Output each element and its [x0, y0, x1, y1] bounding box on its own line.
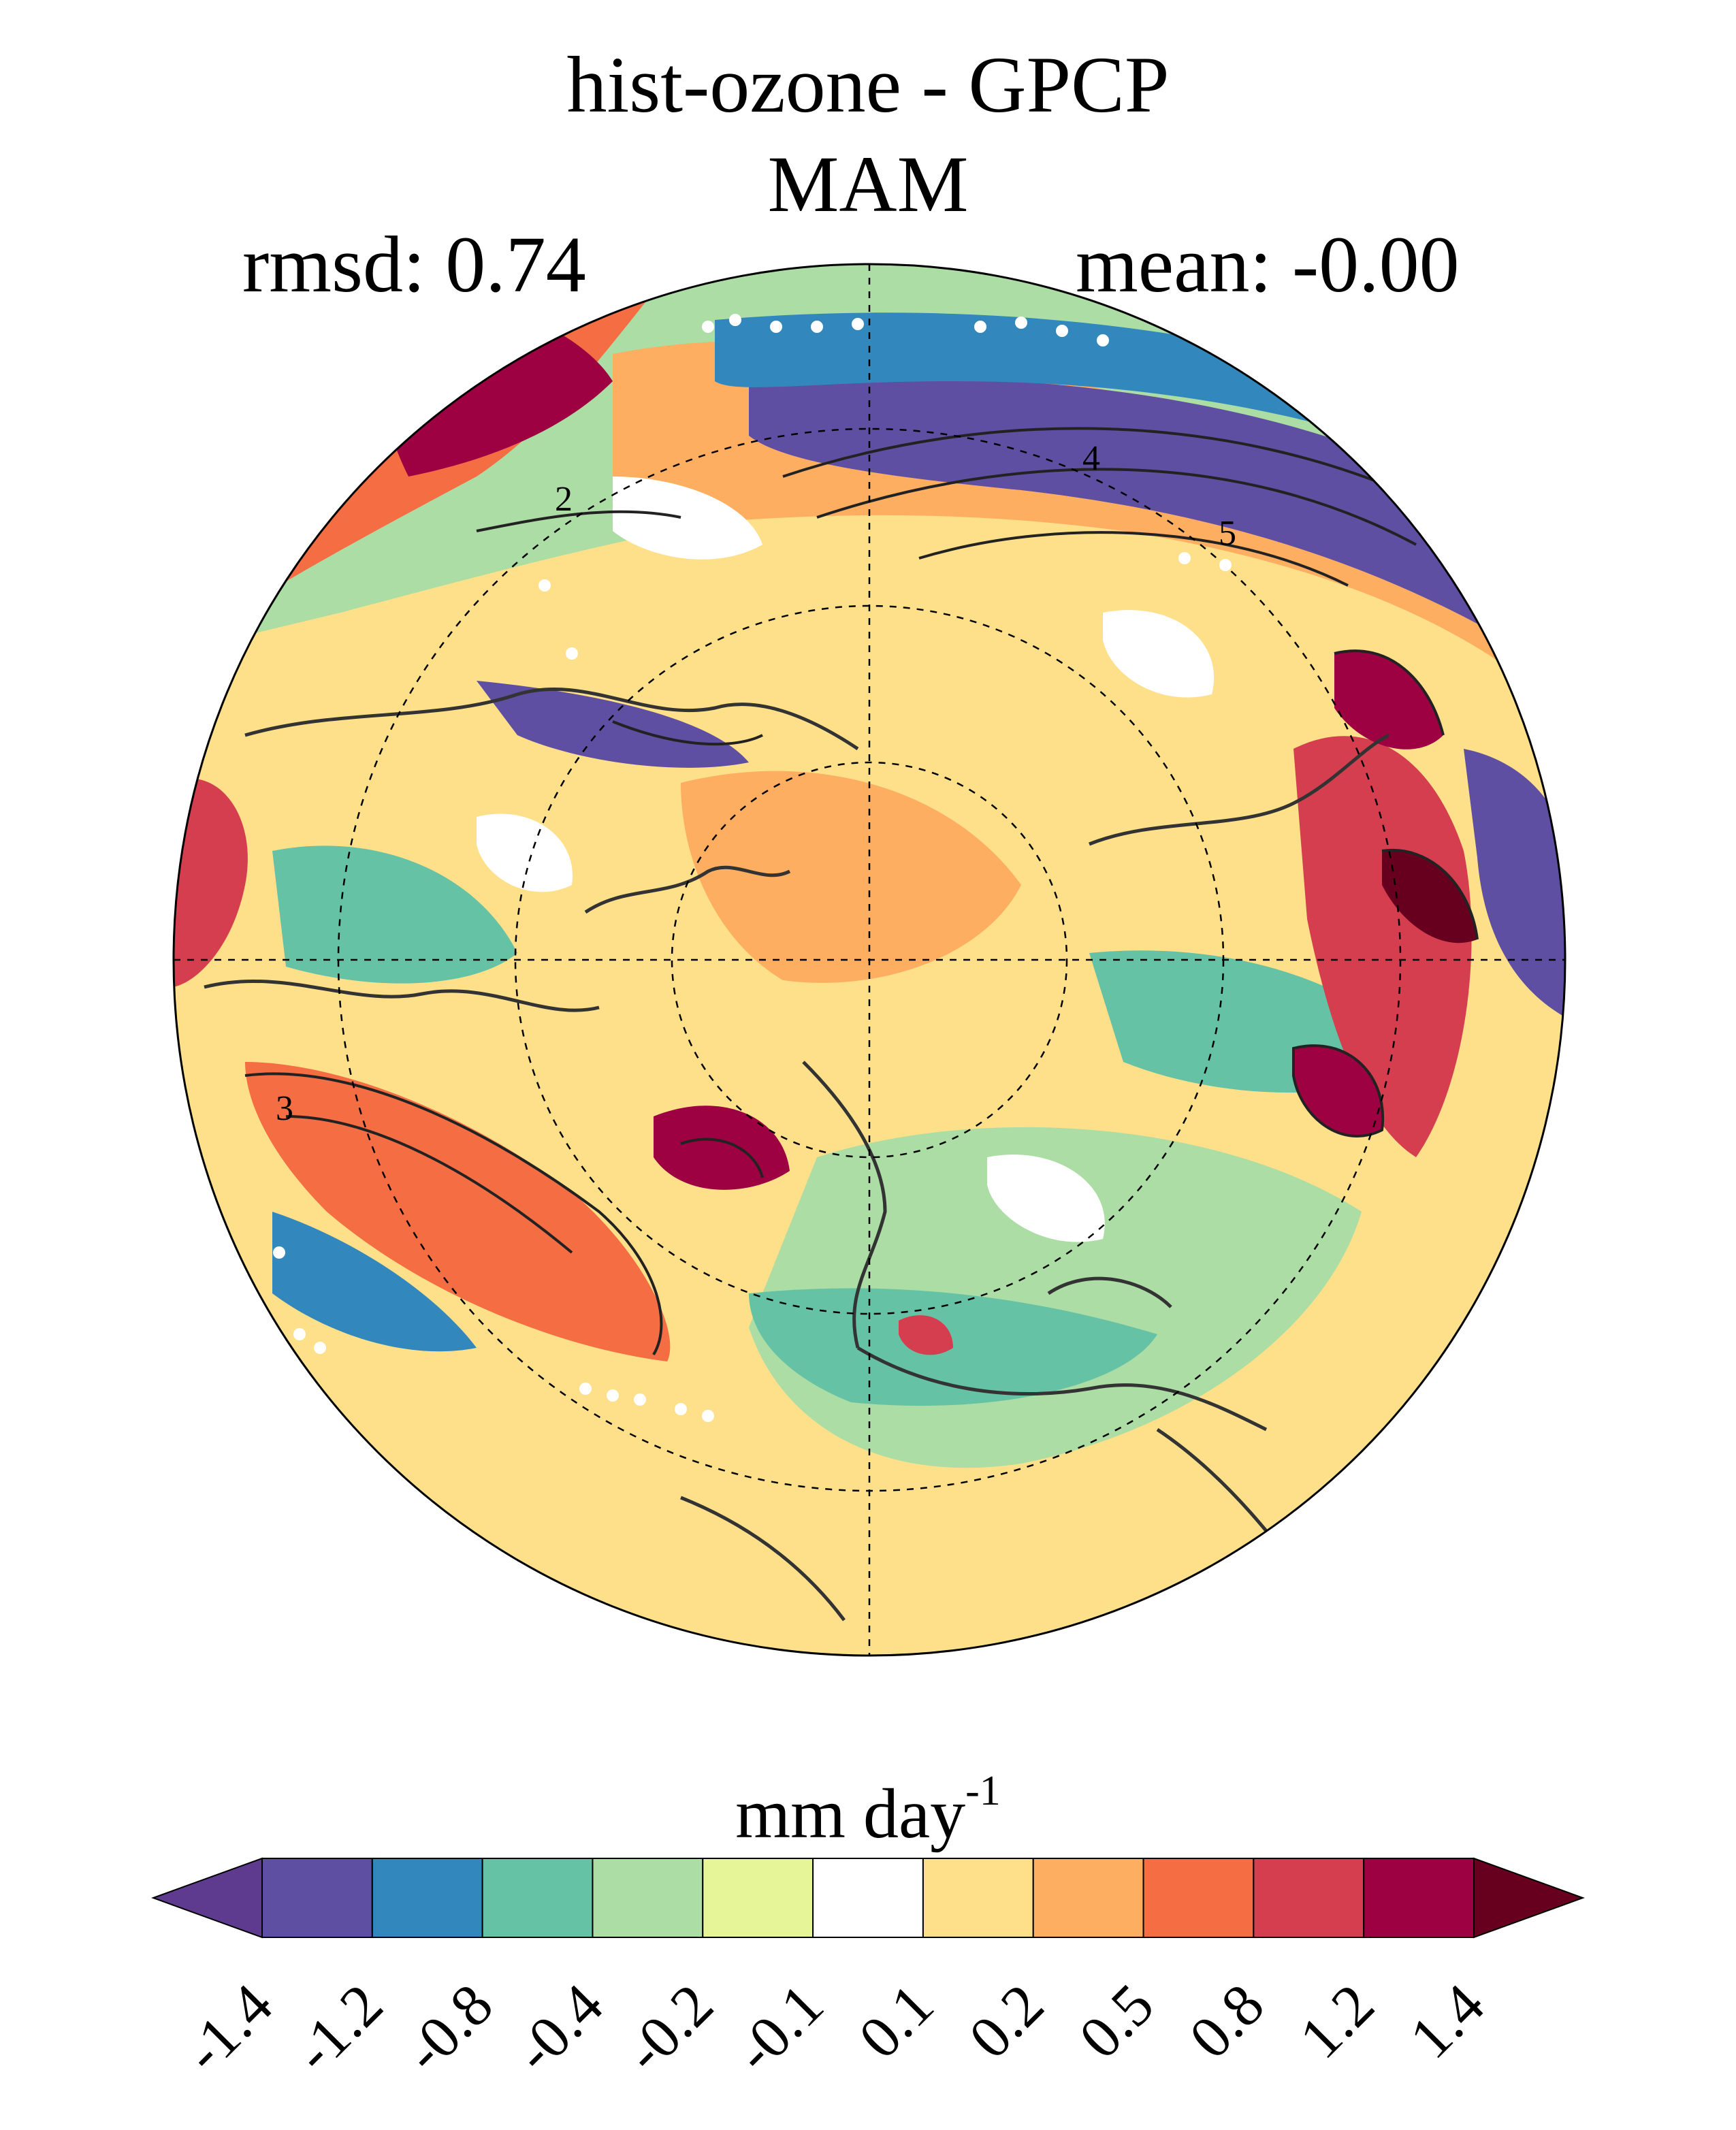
colorbar-swatch: [371, 1858, 483, 1938]
zone-east-dry: [1464, 749, 1565, 1021]
zone-jet-edge: [715, 312, 1565, 517]
colorbar-tick-label: 0.1: [847, 1972, 946, 2071]
zone-white-3: [1103, 610, 1215, 698]
zone-white-2: [477, 813, 573, 892]
colorbar-tick-label: 1.4: [1398, 1972, 1497, 2071]
colorbar-swatch: [812, 1858, 924, 1938]
colorbar-tick-label: -1.2: [282, 1972, 396, 2086]
colorbar-swatch: [261, 1858, 373, 1938]
colorbar-units: mm day-1: [0, 1770, 1736, 1850]
colorbar-tick-label: -0.4: [502, 1972, 615, 2086]
significance-dots: [273, 314, 1232, 1422]
colorbar-extend-low: [151, 1857, 263, 1939]
mean-label: mean: -0.00: [1076, 220, 1460, 309]
colorbar-swatch: [1142, 1858, 1255, 1938]
zone-pole: [681, 771, 1021, 983]
zone-southwest-band: [245, 1062, 671, 1361]
colorbar-extend-high: [1473, 1857, 1585, 1939]
zone-white-1: [613, 477, 762, 560]
colorbar-swatch: [592, 1858, 704, 1938]
colorbar-swatch: [1253, 1858, 1365, 1938]
contour-label-3: 3: [276, 1089, 293, 1128]
colorbar-swatch: [702, 1858, 814, 1938]
zone-southwest-blue: [272, 1212, 477, 1352]
map-title: hist-ozone - GPCP: [566, 40, 1170, 129]
colorbar-swatch: [481, 1858, 594, 1938]
colorbar-swatch: [1032, 1858, 1144, 1938]
zone-med-wet: [899, 1315, 953, 1355]
colorbar-swatch: [1363, 1858, 1475, 1938]
colorbar-swatch: [922, 1858, 1034, 1938]
rmsd-label: rmsd: 0.74: [242, 220, 586, 309]
zone-west-green: [272, 845, 517, 984]
colorbar-tick-label: -1.4: [172, 1972, 285, 2086]
zone-white-4: [987, 1155, 1105, 1242]
zone-east-wet-2: [1382, 850, 1477, 943]
zone-atlantic-wet: [654, 1106, 790, 1190]
contour-label-4: 4: [1082, 439, 1100, 478]
precip-difference-field: [174, 264, 1565, 1656]
colorbar-tick-label: 0.2: [957, 1972, 1056, 2071]
colorbar-tick-label: -0.8: [392, 1972, 506, 2086]
colorbar-tick-label: -0.2: [612, 1972, 726, 2086]
colorbar-tick-label: 0.5: [1067, 1972, 1166, 2071]
season-label: MAM: [767, 140, 969, 229]
zone-east-wet-3: [1293, 1046, 1383, 1136]
colorbar-tick-label: -0.1: [722, 1972, 836, 2086]
zone-east-band: [1293, 736, 1472, 1157]
graticule: [174, 264, 1565, 1656]
colorbar-tick-label: 1.2: [1287, 1972, 1387, 2071]
units-exponent: -1: [965, 1768, 1001, 1814]
contour-label-5: 5: [1219, 514, 1236, 553]
zone-west-wet: [174, 778, 248, 987]
contour-label-2: 2: [555, 480, 573, 519]
zone-hudson-dry: [477, 681, 749, 768]
units-base: mm day: [735, 1775, 966, 1853]
map-border: [172, 263, 1566, 1657]
colorbar-tick-label: 0.8: [1177, 1972, 1276, 2071]
colorbar-group: -1.4-1.2-0.8-0.4-0.2-0.1 0.1 0.2 0.5 0.8 1.2 1…: [151, 1857, 1585, 2086]
zone-med-green: [749, 1288, 1157, 1406]
zone-east-wet-1: [1334, 651, 1443, 749]
